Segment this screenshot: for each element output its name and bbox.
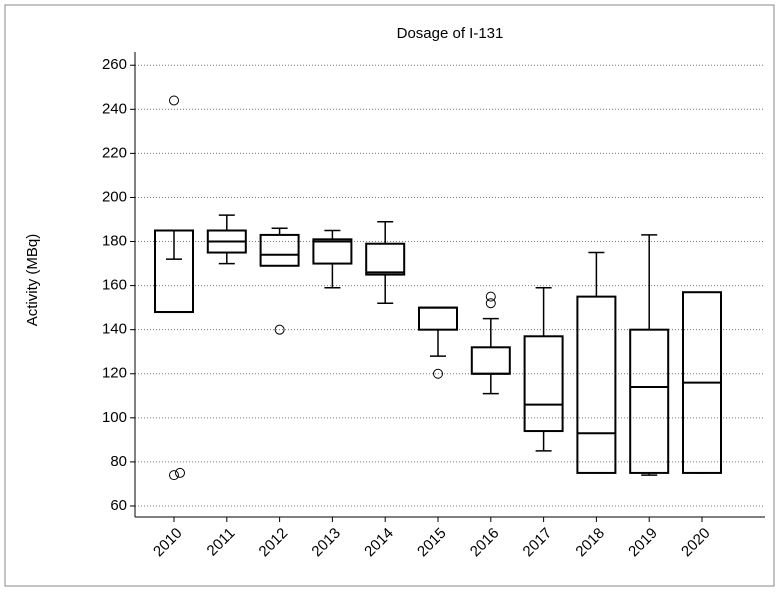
y-tick-label: 260: [102, 56, 127, 73]
outlier: [485, 291, 496, 302]
outlier: [169, 470, 179, 481]
chart-title: Dosage of I-131: [397, 25, 504, 42]
y-tick-label: 80: [110, 453, 127, 470]
y-tick-label: 120: [102, 365, 127, 382]
y-tick-label: 220: [102, 144, 127, 161]
outlier: [274, 324, 285, 335]
y-tick-label: 200: [102, 188, 127, 205]
y-tick-label: 60: [110, 497, 127, 514]
box: [312, 238, 353, 265]
outlier: [175, 467, 185, 478]
box: [259, 233, 300, 267]
outlier: [169, 95, 179, 106]
y-tick-label: 180: [102, 232, 127, 249]
box: [629, 328, 670, 474]
y-tick-label: 100: [102, 409, 127, 426]
y-tick-label: 160: [102, 277, 127, 294]
y-axis-label: Activity (MBq): [24, 234, 41, 327]
outlier: [433, 368, 443, 379]
y-tick-label: 240: [102, 100, 127, 117]
box: [365, 242, 406, 276]
outlier: [485, 298, 496, 309]
box: [576, 295, 617, 474]
frame: [4, 4, 775, 587]
box: [523, 335, 564, 433]
y-tick-label: 140: [102, 321, 127, 338]
